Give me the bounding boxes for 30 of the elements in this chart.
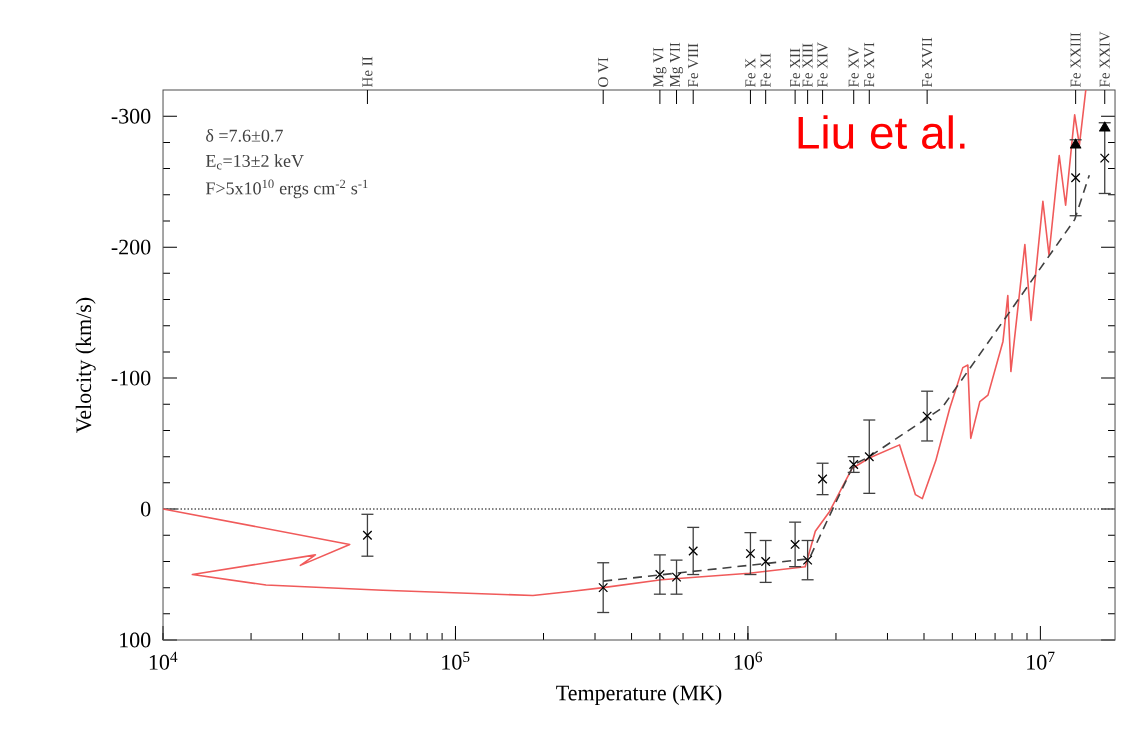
y-tick-label: 0	[141, 501, 151, 517]
text: Fe XVI	[864, 42, 875, 88]
y-tick-label: 100	[120, 632, 151, 648]
text: Fe XVII	[922, 37, 933, 88]
y-tick-label: -100	[111, 370, 151, 386]
text: Fe VIII	[688, 43, 699, 88]
annotation: F>5x10$^{10}$ ergs cm$^{-2}$ s$^{-1}$	[205, 179, 368, 199]
x-tick-label: 10$^{4}$	[149, 651, 178, 670]
text: Fe XXIV	[1099, 31, 1110, 88]
x-axis-title: Temperature (MK)	[556, 684, 722, 705]
y-axis-title: Velocity (km/s)	[75, 297, 96, 433]
y-tick-label: -300	[111, 108, 151, 124]
y-tick-label: -200	[111, 239, 151, 255]
x-tick-label: 10$^{6}$	[734, 651, 763, 670]
text: O VI	[598, 57, 609, 87]
annotation: δ =7.6±0.7	[206, 129, 283, 142]
text: Fe XIII	[802, 43, 813, 88]
text: He II	[362, 56, 373, 88]
annotation: Liu et al.	[798, 115, 965, 150]
x-tick-label: 10$^{7}$	[1027, 651, 1055, 670]
text: Fe XIV	[817, 42, 828, 88]
text: Fe X	[745, 58, 756, 88]
x-tick-label: 10$^{5}$	[442, 651, 470, 670]
text: Fe XXIII	[1070, 32, 1081, 88]
text: Fe XII	[790, 48, 801, 88]
text: Fe XI	[760, 53, 771, 88]
text: Fe XV	[848, 47, 859, 88]
text: Mg VII	[670, 42, 684, 88]
text: Mg VI	[653, 47, 667, 88]
annotation: E$_{c}$=13±2 keV	[205, 154, 304, 170]
